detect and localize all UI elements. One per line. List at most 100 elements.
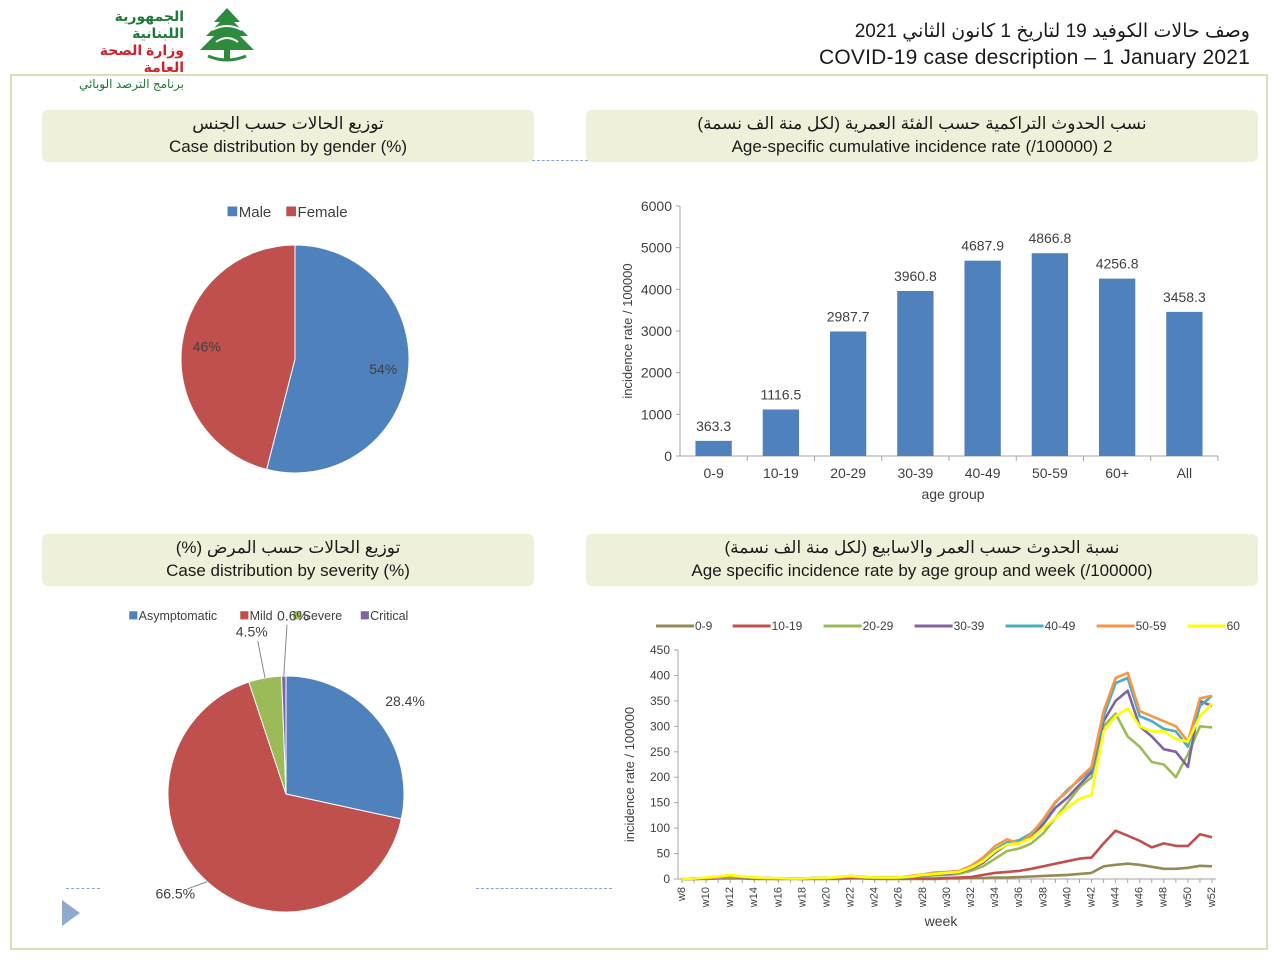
legend-label: 50-59 xyxy=(1136,619,1167,633)
y-tick-label: 300 xyxy=(650,719,670,733)
age-rate-bar-chart: 0 1000 2000 3000 4000 5000 6000 363.3 0-9 1116.5 1… xyxy=(620,198,1219,502)
divider xyxy=(532,160,588,161)
bar xyxy=(897,290,934,456)
legend-swatch xyxy=(293,611,302,620)
header: الجمهورية اللبنانية وزارة الصحة العامة ب… xyxy=(0,0,1280,91)
x-tick-label: 50-59 xyxy=(1032,465,1068,481)
series-line xyxy=(681,712,1213,881)
pie-slice xyxy=(180,244,296,471)
data-label: 28.4% xyxy=(385,693,425,709)
ministry-logo: الجمهورية اللبنانية وزارة الصحة العامة ب… xyxy=(60,4,260,91)
legend-label: Severe xyxy=(303,609,343,623)
x-tick-label: w10 xyxy=(700,887,712,908)
y-tick-label: 5000 xyxy=(641,240,672,256)
y-tick-label: 0 xyxy=(663,872,670,886)
x-tick-label: w38 xyxy=(1037,887,1049,908)
bar xyxy=(1166,311,1203,456)
legend-label: 30-39 xyxy=(954,619,985,633)
x-tick-label: w8 xyxy=(676,887,688,902)
pie-slice xyxy=(167,681,402,913)
legend-label: 40-49 xyxy=(1045,619,1076,633)
weekly-title-english: Age specific incidence rate by age group… xyxy=(691,561,1153,580)
legend-label: Male xyxy=(239,204,272,221)
age-rate-title-arabic: نسب الحدوث التراكمية حسب الفئة العمرية (… xyxy=(697,114,1147,133)
severity-title-arabic: توزيع الحالات حسب المرض (%) xyxy=(175,538,401,557)
severity-title-english: Case distribution by severity (%) xyxy=(166,561,410,580)
weekly-line-chart: 0-9 10-19 20-29 30-39 40-49 50-59 60+ 0 50 100 150… xyxy=(622,619,1240,929)
x-tick-label: w40 xyxy=(1061,887,1073,908)
x-tick-label: 60+ xyxy=(1105,465,1129,481)
logo-text: الجمهورية اللبنانية وزارة الصحة العامة ب… xyxy=(60,8,184,93)
x-tick-label: 20-29 xyxy=(830,465,866,481)
x-tick-label: w14 xyxy=(748,887,760,908)
gender-title-english: Case distribution by gender (%) xyxy=(168,137,408,156)
bar xyxy=(762,409,800,456)
series-line xyxy=(681,702,1213,881)
x-tick-label: All xyxy=(1177,465,1193,481)
pie-slice xyxy=(266,244,410,474)
bar-value-label: 3960.8 xyxy=(894,268,937,284)
divider xyxy=(476,888,612,889)
bar-value-label: 1116.5 xyxy=(761,386,802,402)
y-tick-label: 200 xyxy=(650,770,670,784)
weekly-panel-title: نسبة الحدوث حسب العمر والاسابيع (لكل منة… xyxy=(586,534,1258,586)
y-tick-label: 6000 xyxy=(641,198,672,214)
content-frame xyxy=(10,74,1268,950)
leader-line xyxy=(283,624,288,677)
x-tick-label: w36 xyxy=(1013,887,1025,908)
x-axis-title: age group xyxy=(921,486,984,502)
bar-value-label: 363.3 xyxy=(696,418,731,434)
legend-swatch xyxy=(286,206,297,217)
x-tick-label: w46 xyxy=(1134,887,1146,908)
gender-pie-chart: Male Female 54% 46% xyxy=(180,204,410,474)
pie-slice xyxy=(285,675,405,820)
x-tick-label: w48 xyxy=(1158,887,1170,908)
x-tick-label: 10-19 xyxy=(763,465,799,481)
logo-line2: وزارة الصحة العامة xyxy=(99,42,184,75)
y-tick-label: 0 xyxy=(664,448,672,464)
weekly-title-arabic: نسبة الحدوث حسب العمر والاسابيع (لكل منة… xyxy=(724,538,1120,557)
age-rate-panel-title: نسب الحدوث التراكمية حسب الفئة العمرية (… xyxy=(586,110,1258,162)
data-label: 54% xyxy=(369,361,397,377)
x-tick-label: w24 xyxy=(869,887,881,908)
x-tick-label: w26 xyxy=(893,887,905,908)
y-tick-label: 2000 xyxy=(641,365,672,381)
y-tick-label: 250 xyxy=(650,745,670,759)
severity-pie-chart: Asymptomatic Mild Severe Critical 28.4% 66.5%… xyxy=(129,607,425,913)
bar xyxy=(1031,253,1069,456)
bar xyxy=(1098,278,1136,456)
gender-panel-title: توزيع الحالات حسب الجنس Case distributio… xyxy=(42,110,534,162)
x-tick-label: w42 xyxy=(1085,887,1097,908)
y-tick-label: 400 xyxy=(650,668,670,682)
age-rate-title-english: Age-specific cumulative incidence rate (… xyxy=(731,137,1113,156)
legend-label: 0-9 xyxy=(695,619,713,633)
legend-label: 20-29 xyxy=(863,619,894,633)
legend-swatch xyxy=(360,611,369,620)
legend-label: 60+ xyxy=(1227,619,1240,633)
legend-label: 10-19 xyxy=(772,619,803,633)
header-title-english: COVID-19 case description – 1 January 20… xyxy=(819,46,1250,69)
divider xyxy=(66,888,100,889)
legend-label: Critical xyxy=(370,609,408,623)
x-tick-label: w44 xyxy=(1110,887,1122,908)
y-axis-title: incidence rate / 100000 xyxy=(620,263,635,398)
x-tick-label: w16 xyxy=(772,887,784,908)
y-tick-label: 1000 xyxy=(641,406,672,422)
y-tick-label: 150 xyxy=(650,796,670,810)
y-tick-label: 4000 xyxy=(641,281,672,297)
x-tick-label: w30 xyxy=(941,887,953,908)
x-tick-label: w20 xyxy=(820,887,832,908)
y-tick-label: 450 xyxy=(650,643,670,657)
x-tick-label: 40-49 xyxy=(965,465,1001,481)
bar-value-label: 4687.9 xyxy=(961,238,1004,254)
x-tick-label: w12 xyxy=(724,887,736,908)
data-label: 0.6% xyxy=(277,607,309,623)
legend-swatch xyxy=(240,611,249,620)
series-line xyxy=(681,689,1213,881)
logo-line1: الجمهورية اللبنانية xyxy=(114,8,184,41)
leader-line xyxy=(257,640,266,678)
data-label: 46% xyxy=(193,339,221,355)
next-slide-arrow-icon[interactable] xyxy=(62,900,80,926)
bar-value-label: 4866.8 xyxy=(1028,230,1071,246)
x-tick-label: w28 xyxy=(917,887,929,908)
